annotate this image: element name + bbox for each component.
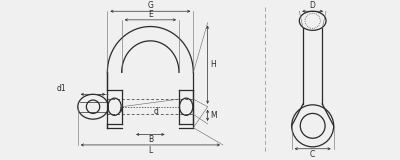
Text: B: B xyxy=(148,135,153,144)
Ellipse shape xyxy=(108,98,121,115)
Text: G: G xyxy=(148,1,153,10)
Circle shape xyxy=(300,113,325,138)
Circle shape xyxy=(305,13,320,28)
Text: d1: d1 xyxy=(57,84,66,93)
Ellipse shape xyxy=(299,11,326,30)
Text: L: L xyxy=(148,146,152,155)
Ellipse shape xyxy=(78,94,108,119)
Circle shape xyxy=(86,100,100,113)
Text: C: C xyxy=(310,150,315,159)
Text: H: H xyxy=(210,60,216,69)
Text: M: M xyxy=(210,111,217,120)
Circle shape xyxy=(292,105,334,147)
Text: D: D xyxy=(310,1,316,10)
Text: d: d xyxy=(153,107,158,116)
Text: E: E xyxy=(148,10,153,19)
Ellipse shape xyxy=(180,98,193,115)
